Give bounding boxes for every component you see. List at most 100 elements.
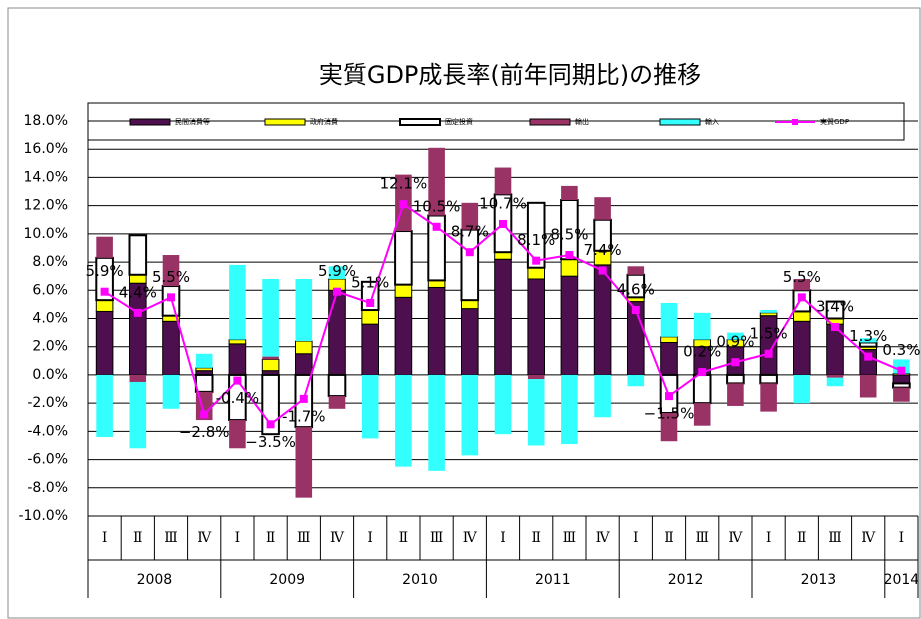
bar bbox=[660, 302, 678, 337]
bar bbox=[826, 377, 844, 387]
bar bbox=[793, 310, 811, 322]
bar bbox=[693, 403, 711, 426]
legend-label: 輸出 bbox=[575, 117, 589, 126]
bar bbox=[428, 147, 445, 216]
bar bbox=[229, 264, 246, 340]
x-tick-label: Ⅲ bbox=[297, 530, 311, 546]
bar bbox=[561, 374, 578, 445]
bar bbox=[693, 312, 711, 340]
data-label: −3.5% bbox=[245, 433, 296, 451]
data-label: 4.4% bbox=[119, 283, 157, 301]
point bbox=[399, 200, 408, 209]
group-label: 2014 bbox=[884, 572, 920, 588]
bar bbox=[627, 266, 645, 275]
point bbox=[631, 306, 640, 315]
data-label: 12.1% bbox=[380, 175, 428, 193]
bar bbox=[494, 258, 512, 376]
point bbox=[299, 394, 308, 403]
data-label: 0.2% bbox=[683, 343, 721, 361]
point bbox=[598, 266, 607, 275]
legend-label: 固定投資 bbox=[445, 117, 473, 126]
point bbox=[133, 308, 142, 317]
bar bbox=[494, 374, 512, 435]
chart-title: 実質GDP成長率(前年同期比)の推移 bbox=[319, 61, 701, 89]
legend-swatch bbox=[529, 118, 571, 126]
bar bbox=[760, 383, 777, 412]
point bbox=[233, 376, 242, 385]
bar bbox=[361, 374, 379, 439]
bar bbox=[361, 323, 379, 376]
bar bbox=[129, 374, 147, 382]
bar bbox=[461, 374, 479, 456]
bar bbox=[727, 383, 744, 406]
x-tick-label: Ⅰ bbox=[633, 530, 639, 546]
point bbox=[532, 256, 541, 265]
x-tick-label: Ⅱ bbox=[266, 530, 276, 546]
bar bbox=[262, 279, 279, 357]
bar bbox=[892, 374, 911, 384]
bar bbox=[295, 340, 313, 355]
data-label: −1.5% bbox=[644, 405, 695, 423]
data-label: 0.9% bbox=[716, 333, 754, 351]
bar bbox=[195, 367, 213, 372]
legend-label: 民間消費等 bbox=[175, 117, 210, 126]
bar bbox=[461, 202, 479, 230]
bar bbox=[593, 264, 612, 376]
bar bbox=[494, 251, 512, 260]
y-tick-label: 16.0% bbox=[24, 141, 68, 157]
point bbox=[366, 298, 375, 307]
x-tick-label: Ⅰ bbox=[367, 530, 373, 546]
bar bbox=[95, 310, 114, 376]
x-tick-label: Ⅳ bbox=[861, 530, 876, 546]
bar bbox=[295, 427, 313, 498]
legend-swatch bbox=[792, 119, 798, 125]
bar bbox=[560, 275, 579, 376]
legend-label: 政府消費 bbox=[310, 117, 338, 126]
point bbox=[499, 219, 507, 228]
bar bbox=[759, 312, 778, 317]
point bbox=[266, 420, 275, 429]
data-label: -0.4% bbox=[216, 389, 260, 407]
bar bbox=[527, 278, 546, 376]
bar bbox=[228, 343, 247, 376]
data-label: 5.9% bbox=[318, 262, 356, 280]
bar bbox=[692, 373, 712, 405]
x-tick-label: Ⅰ bbox=[102, 530, 108, 546]
bar bbox=[328, 396, 346, 409]
point bbox=[167, 293, 175, 302]
x-tick-label: Ⅱ bbox=[531, 530, 541, 546]
x-tick-label: Ⅲ bbox=[695, 530, 709, 546]
bar bbox=[893, 387, 910, 402]
bar bbox=[760, 310, 777, 313]
bar bbox=[162, 255, 180, 287]
data-label: 10.7% bbox=[479, 194, 527, 212]
group-label: 2011 bbox=[535, 572, 571, 588]
bar bbox=[229, 420, 246, 449]
bar bbox=[560, 258, 579, 277]
point bbox=[565, 251, 574, 260]
point bbox=[797, 293, 806, 302]
bar bbox=[527, 379, 545, 446]
bar bbox=[328, 266, 346, 279]
bar bbox=[394, 230, 413, 286]
bar bbox=[262, 356, 279, 360]
y-tick-label: 18.0% bbox=[24, 113, 68, 129]
group-label: 2012 bbox=[668, 572, 704, 588]
bar bbox=[826, 374, 844, 378]
point bbox=[731, 358, 740, 367]
data-label: 0.3% bbox=[882, 341, 920, 359]
x-tick-label: Ⅱ bbox=[664, 530, 674, 546]
y-tick-label: 4.0% bbox=[32, 311, 68, 327]
y-tick-label: 12.0% bbox=[24, 198, 68, 214]
bar bbox=[793, 320, 811, 376]
point bbox=[831, 322, 839, 331]
bar bbox=[494, 167, 512, 195]
data-label: 8.7% bbox=[451, 223, 489, 241]
point bbox=[465, 248, 474, 257]
bar bbox=[461, 308, 479, 376]
x-tick-label: Ⅰ bbox=[766, 530, 772, 546]
x-tick-label: Ⅰ bbox=[899, 530, 905, 546]
bar bbox=[461, 299, 479, 310]
group-label: 2013 bbox=[801, 572, 837, 588]
